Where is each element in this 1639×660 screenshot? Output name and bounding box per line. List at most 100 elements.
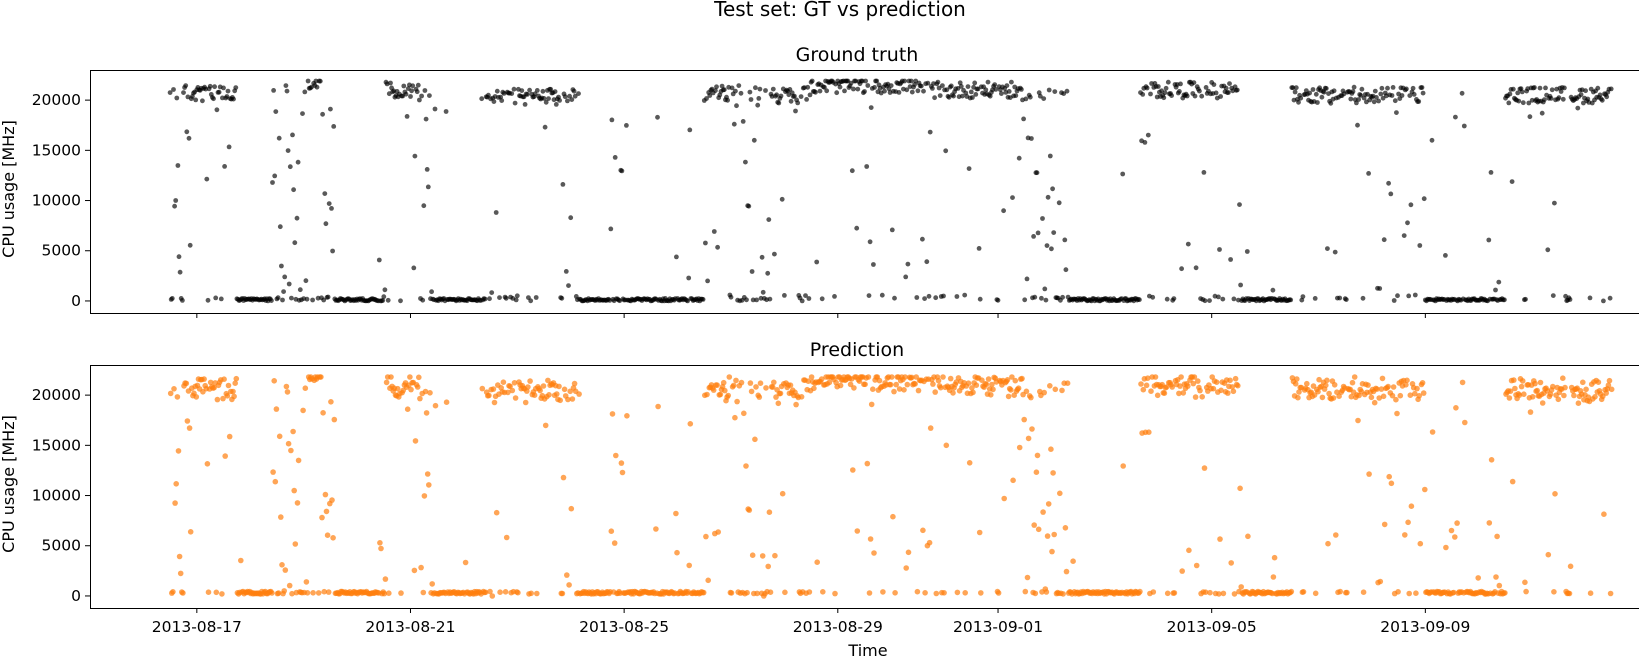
pred-point xyxy=(1120,463,1126,469)
gt-point xyxy=(888,83,894,88)
panel-ground-truth: Ground truth CPU usage [MHz] 0 5000 10000 1… xyxy=(0,44,1639,318)
pred-point xyxy=(1608,386,1615,393)
gt-point xyxy=(619,168,625,174)
gt-point xyxy=(805,84,811,90)
pred-point xyxy=(914,588,921,595)
gt-point xyxy=(765,270,771,276)
pred-point xyxy=(1567,563,1574,570)
pred-point xyxy=(1294,376,1300,382)
pred-point xyxy=(1603,390,1609,396)
gt-point xyxy=(731,121,737,127)
gt-point xyxy=(571,88,577,94)
pred-point xyxy=(1312,590,1319,597)
gt-point xyxy=(1520,100,1526,106)
pred-point xyxy=(1008,387,1014,393)
pred-point xyxy=(1379,375,1386,382)
pred-point xyxy=(902,374,908,380)
pred-point xyxy=(1137,588,1143,595)
gt-point xyxy=(270,180,275,185)
gt-point xyxy=(766,217,772,223)
gt-point xyxy=(1325,246,1330,252)
gt-point xyxy=(1162,90,1168,96)
gt-point xyxy=(1527,114,1533,120)
pred-point xyxy=(1050,470,1056,476)
gt-point xyxy=(674,254,679,260)
pred-point xyxy=(734,398,740,405)
gt-point xyxy=(1386,180,1391,186)
pred-point xyxy=(1163,384,1170,390)
gt-point xyxy=(1050,186,1055,192)
pred-point xyxy=(1374,386,1380,392)
pred-point xyxy=(618,460,625,466)
pred-point xyxy=(1193,562,1200,569)
pred-point xyxy=(753,384,759,390)
gt-point xyxy=(183,83,189,88)
gt-point xyxy=(543,99,549,105)
pred-point xyxy=(1507,388,1514,395)
gt-point xyxy=(859,78,865,84)
pred-point xyxy=(1040,509,1046,515)
pred-point xyxy=(1169,384,1175,390)
gt-point xyxy=(548,86,554,92)
pred-point xyxy=(1545,551,1552,558)
pred-point xyxy=(876,377,883,384)
gt-point xyxy=(181,90,186,95)
gt-point xyxy=(1523,296,1528,302)
gt-point xyxy=(1238,282,1243,288)
gt-point xyxy=(1548,96,1554,101)
pred-point xyxy=(421,493,428,499)
gt-point xyxy=(774,92,779,98)
pred-point xyxy=(808,374,815,380)
gt-point xyxy=(778,93,784,99)
pred-point xyxy=(320,410,326,416)
gt-point xyxy=(1120,171,1126,177)
gt-point xyxy=(753,85,758,91)
gt-point xyxy=(874,78,880,84)
pred-point xyxy=(1537,379,1544,386)
pred-point xyxy=(954,589,961,596)
gt-point xyxy=(925,80,931,86)
pred-point xyxy=(988,392,994,398)
pred-point xyxy=(1059,387,1065,394)
gt-point xyxy=(937,93,943,98)
pred-point xyxy=(383,379,390,386)
pred-point xyxy=(1035,526,1042,533)
pred-point xyxy=(1227,377,1233,384)
gt-point xyxy=(736,83,742,88)
pred-point xyxy=(653,526,659,532)
pred-point xyxy=(423,410,430,416)
gt-point xyxy=(1202,298,1208,304)
pred-point xyxy=(1571,392,1577,399)
pred-point xyxy=(1047,383,1053,389)
pred-point xyxy=(920,527,926,534)
gt-point xyxy=(279,263,284,269)
gt-point xyxy=(798,94,804,99)
pred-point xyxy=(624,413,630,419)
pred-point xyxy=(890,513,896,520)
pred-point xyxy=(1140,386,1147,393)
pred-point xyxy=(565,396,571,403)
gt-point xyxy=(1228,257,1233,262)
pred-point xyxy=(759,553,766,559)
pred-point xyxy=(331,416,338,423)
pred-point xyxy=(424,471,431,477)
gt-point xyxy=(914,295,920,300)
gt-point xyxy=(865,83,871,88)
gt-point xyxy=(329,206,334,211)
gt-point xyxy=(291,187,296,193)
pred-point xyxy=(1580,379,1586,386)
pred-point xyxy=(1220,590,1227,597)
pred-point xyxy=(184,418,191,424)
pred-subplot-title: Prediction xyxy=(810,339,904,361)
gt-point xyxy=(976,246,982,251)
pred-point xyxy=(725,392,731,399)
pred-point xyxy=(772,552,778,559)
gt-point xyxy=(1395,293,1400,299)
gt-point xyxy=(443,109,449,114)
pred-point xyxy=(905,549,912,556)
pred-point xyxy=(204,461,211,467)
gt-point xyxy=(889,227,895,233)
pred-point xyxy=(979,377,985,384)
pred-point xyxy=(1176,390,1182,397)
gt-point xyxy=(1519,89,1525,95)
